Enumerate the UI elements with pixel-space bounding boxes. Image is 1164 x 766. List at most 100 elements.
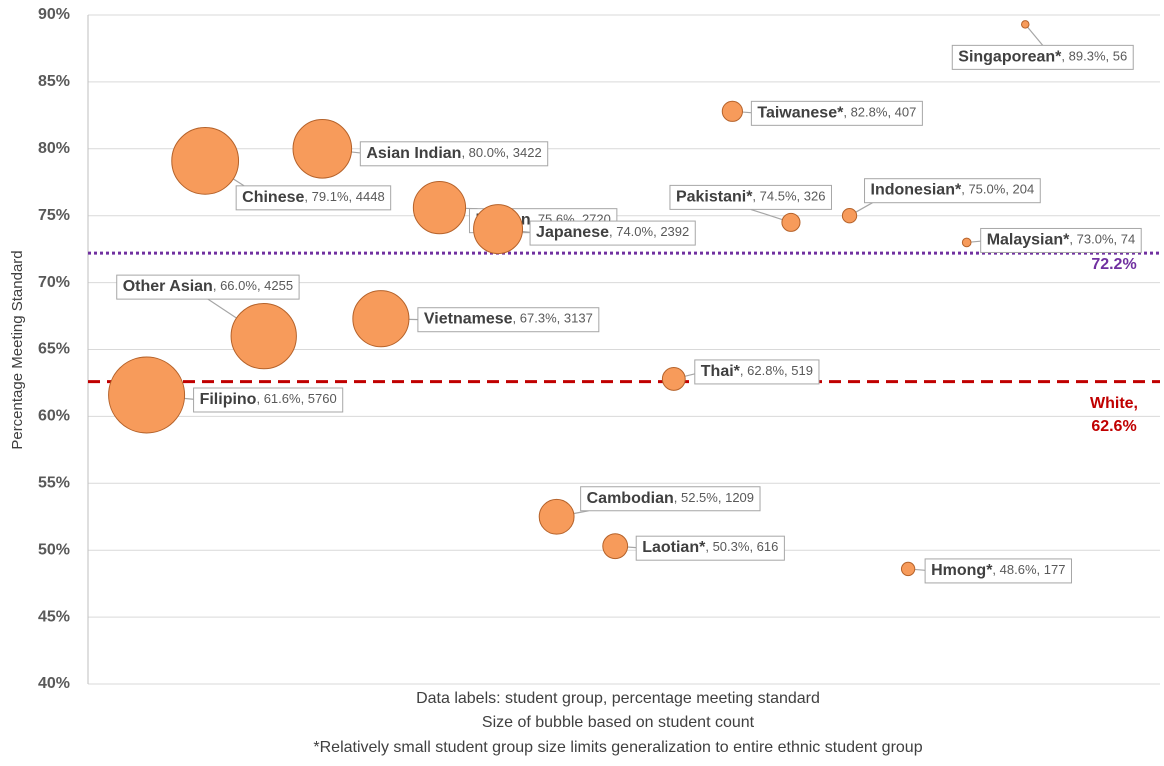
data-label: Singaporean*, 89.3%, 56 (951, 23, 1134, 70)
label-sep: , (461, 145, 468, 160)
data-label: Indonesian*, 75.0%, 204 (849, 178, 1041, 217)
label-value: 75.0% (968, 182, 1005, 197)
label-sep: , (609, 225, 616, 240)
data-label: Other Asian, 66.0%, 4255 (116, 274, 300, 337)
label-value: 74.0% (616, 225, 653, 240)
label-name: Japanese (536, 224, 609, 241)
label-sep: , (752, 189, 759, 204)
label-size: 616 (757, 540, 779, 555)
bubble (1021, 20, 1030, 29)
label-sep: , (784, 363, 791, 378)
label-text: Filipino, 61.6%, 5760 (200, 391, 337, 408)
bubble (538, 498, 575, 535)
label-value: 67.3% (520, 311, 557, 326)
label-size: 5760 (308, 391, 337, 406)
bubble (352, 290, 410, 348)
data-label: Laotian*, 50.3%, 616 (615, 535, 785, 561)
data-label: Pakistani*, 74.5%, 326 (669, 184, 832, 223)
label-sep: , (1106, 49, 1113, 64)
y-tick-label: 40% (38, 675, 70, 692)
data-label: Hmong*, 48.6%, 177 (908, 558, 1072, 584)
label-sep: , (213, 279, 220, 294)
data-label: Malaysian*, 73.0%, 74 (966, 227, 1142, 253)
label-value: 66.0% (220, 279, 257, 294)
y-tick-label: 60% (38, 408, 70, 425)
label-value: 62.8% (747, 363, 784, 378)
leader-line (1024, 23, 1044, 46)
label-size: 2392 (660, 225, 689, 240)
label-value: 80.0% (469, 145, 506, 160)
bubble (961, 237, 972, 248)
bubble (473, 204, 524, 255)
label-box (417, 307, 600, 333)
bubble (412, 181, 467, 235)
label-box (529, 220, 696, 246)
y-tick-label: 55% (38, 475, 70, 492)
label-name: Vietnamese (424, 311, 513, 328)
label-sep: , (304, 189, 311, 204)
label-value: 48.6% (1000, 562, 1037, 577)
label-text: Asian Indian, 80.0%, 3422 (366, 145, 541, 162)
bubble (661, 367, 686, 391)
label-sep: , (992, 562, 999, 577)
label-value: 52.5% (681, 490, 718, 505)
label-size: 519 (791, 363, 813, 378)
label-value: 73.0% (1077, 232, 1114, 247)
label-name: Malaysian* (987, 232, 1070, 249)
label-text: Other Asian, 66.0%, 4255 (123, 278, 293, 295)
note: Data labels: student group, percentage m… (416, 690, 820, 707)
label-name: Thai* (701, 363, 741, 380)
callouts: Filipino, 61.6%, 5760 Chinese, 79.1%, 444… (116, 23, 1142, 584)
data-label: Vietnamese, 67.3%, 3137 (380, 307, 600, 333)
y-tick-label: 85% (38, 73, 70, 90)
bubble (841, 208, 858, 224)
data-label: Asian Indian, 80.0%, 3422 (322, 141, 549, 167)
label-sep: , (740, 363, 747, 378)
label-text: Chinese, 79.1%, 4448 (242, 189, 385, 206)
y-tick-label: 65% (38, 341, 70, 358)
bubble (721, 100, 743, 122)
label-text: Cambodian, 52.5%, 1209 (587, 490, 754, 507)
label-size: 177 (1044, 562, 1066, 577)
label-size: 56 (1113, 49, 1127, 64)
y-tick-label: 50% (38, 541, 70, 558)
y-axis-label: Percentage Meeting Standard (9, 250, 26, 449)
label-sep: , (531, 212, 538, 227)
label-box (635, 535, 785, 561)
y-tick-label: 90% (38, 6, 70, 23)
label-box (359, 141, 549, 167)
label-text: Pakistani*, 74.5%, 326 (676, 189, 826, 206)
label-sep: , (506, 145, 513, 160)
bubble (900, 561, 916, 577)
label-text: Japanese, 74.0%, 2392 (536, 224, 689, 241)
label-sep: , (887, 105, 894, 120)
label-box (694, 359, 820, 385)
label-name: Laotian* (642, 539, 706, 556)
y-tick-label: 75% (38, 207, 70, 224)
label-value: 50.3% (713, 540, 750, 555)
data-label: Chinese, 79.1%, 4448 (204, 160, 392, 211)
label-text: Laotian*, 50.3%, 616 (642, 539, 778, 556)
label-text: Taiwanese*, 82.8%, 407 (757, 105, 916, 122)
label-name: Taiwanese* (757, 105, 844, 122)
reference-value: 72.2% (1091, 256, 1136, 273)
label-sep: , (557, 311, 564, 326)
bubble (171, 126, 240, 195)
label-name: Cambodian (587, 490, 674, 507)
label-value: 79.1% (312, 189, 349, 204)
label-sep: , (705, 540, 712, 555)
label-box (669, 184, 832, 210)
label-sep: , (843, 105, 850, 120)
label-box (235, 185, 392, 211)
label-box (980, 227, 1142, 253)
label-name: Hmong* (931, 562, 993, 579)
label-sep: , (1114, 232, 1121, 247)
label-size: 1209 (725, 490, 754, 505)
label-sep: , (256, 391, 263, 406)
label-value: 61.6% (264, 391, 301, 406)
label-size: 74 (1121, 232, 1135, 247)
label-name: Chinese (242, 189, 304, 206)
label-size: 4255 (264, 279, 293, 294)
data-label: Cambodian, 52.5%, 1209 (556, 486, 761, 518)
